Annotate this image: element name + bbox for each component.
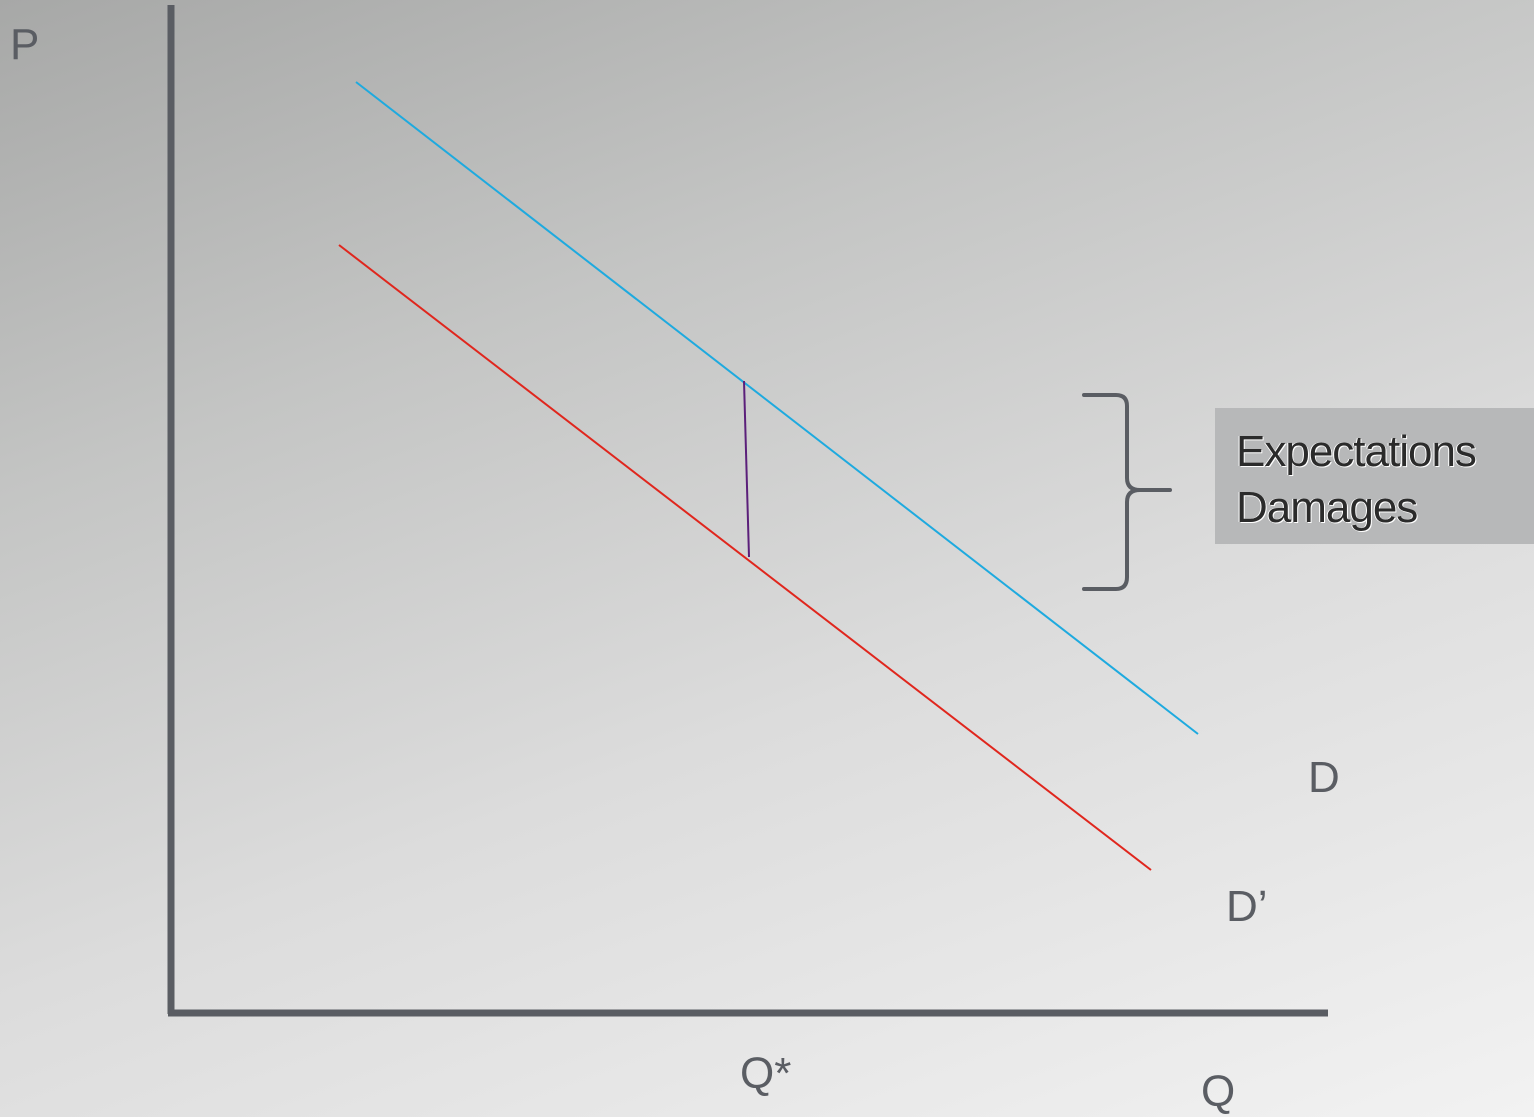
- x-axis-label: Q: [1201, 1067, 1236, 1116]
- curly-brace: [1082, 393, 1172, 591]
- callout-box: Expectations Damages: [1215, 408, 1534, 544]
- callout-line-expectations: Expectations: [1236, 427, 1477, 476]
- y-axis-label: P: [10, 20, 40, 69]
- q-star-label: Q*: [740, 1049, 792, 1098]
- demand-curve-d-prime: [338, 244, 1152, 871]
- demand-curve-d: [355, 81, 1199, 735]
- expectation-damages-gap: [743, 380, 750, 558]
- curve-label-d: D: [1308, 753, 1340, 802]
- curve-label-d-prime: D’: [1226, 882, 1268, 931]
- callout-line-damages: Damages: [1236, 483, 1418, 532]
